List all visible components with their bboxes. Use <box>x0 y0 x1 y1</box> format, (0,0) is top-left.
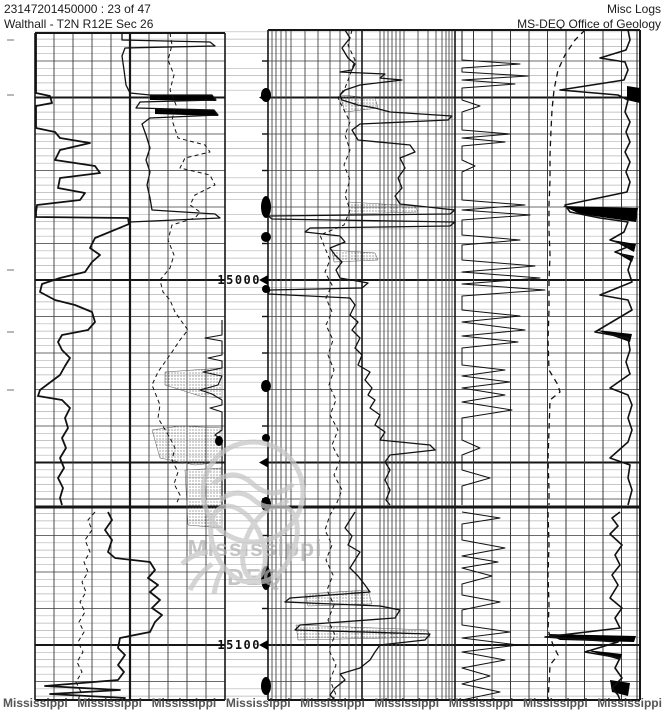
cond-black-1 <box>563 206 638 222</box>
res-stipple-3 <box>331 249 379 263</box>
shale-dashed-upper <box>151 32 216 506</box>
offscale-blob <box>261 380 271 392</box>
footer-watermark-row: Mississippi Mississippi Mississippi Miss… <box>0 696 665 714</box>
sp-curve-upper <box>35 33 130 506</box>
grid-vertical-resistivity-track <box>271 30 453 700</box>
offscale-blob <box>261 88 271 102</box>
microlog-spiky-curve-lower <box>461 511 519 701</box>
footer-watermark: Mississippi <box>597 696 662 710</box>
res-stipple-2 <box>347 201 419 215</box>
depth-label: 15000 <box>217 273 261 287</box>
offscale-blob <box>215 436 223 446</box>
footer-watermark: Mississippi <box>151 696 217 710</box>
offscale-blob <box>262 285 270 293</box>
offscale-blobs <box>215 88 271 695</box>
footer-watermark: Mississippi <box>300 696 365 710</box>
edge-curve-left-track <box>199 320 223 505</box>
microlog-spiky-curve-upper <box>461 30 546 505</box>
margin-ticks <box>7 39 14 391</box>
log-category: Misc Logs <box>606 2 661 16</box>
depth-label: 15100 <box>217 638 261 652</box>
res-stipple-1 <box>339 94 379 113</box>
grid-vertical-left-track <box>53 33 207 700</box>
footer-watermark: Mississippi <box>77 696 142 710</box>
offscale-blob <box>261 677 271 695</box>
sp-curve-lower <box>44 511 163 701</box>
resistivity-curve-lower <box>284 511 431 701</box>
grid-vertical-far-track <box>473 30 638 700</box>
left-stipple-3 <box>184 467 223 529</box>
log-curves <box>35 29 633 701</box>
footer-watermark: Mississippi <box>448 696 514 710</box>
left-stipple-1 <box>164 367 223 399</box>
depth-wedge-tick <box>259 640 268 650</box>
offscale-blob <box>262 434 270 442</box>
left-stipple-2 <box>151 425 223 466</box>
gamma-black-pennant-2 <box>155 109 218 116</box>
porosity-dashed-curve-lower <box>547 511 559 701</box>
res-stipple-4 <box>304 589 373 607</box>
header-right: Misc Logs MS-DEQ Office of Geology <box>517 2 661 32</box>
offscale-blob <box>261 566 271 590</box>
offscale-blob <box>261 497 271 511</box>
conductivity-edge-curve-lower <box>544 511 623 701</box>
agency-name: MS-DEQ Office of Geology <box>517 17 661 31</box>
footer-watermark: Mississippi <box>3 696 68 710</box>
resistivity-curve-upper <box>267 29 456 506</box>
cond-black-5 <box>547 634 636 642</box>
porosity-dashed-curve-upper <box>547 29 586 505</box>
cond-black-8 <box>627 86 640 103</box>
shale-dashed-lower <box>75 511 96 701</box>
footer-watermark: Mississippi <box>225 696 291 710</box>
depth-wedge-tick <box>259 275 268 285</box>
offscale-blob <box>261 196 271 218</box>
api-number-page-count: 23147201450000 : 23 of 47 <box>4 2 151 16</box>
depth-labels: 15000 15100 <box>217 273 261 652</box>
depth-wedge-tick <box>259 457 268 468</box>
footer-watermark: Mississippi <box>522 696 588 710</box>
offscale-blob <box>261 232 271 242</box>
gamma-black-pennant-1 <box>150 95 216 101</box>
header-left: 23147201450000 : 23 of 47 Walthall - T2N… <box>4 2 153 32</box>
resistivity-dashed <box>319 29 356 701</box>
well-location: Walthall - T2N R12E Sec 26 <box>4 17 154 31</box>
footer-watermark: Mississippi <box>374 696 440 710</box>
conductivity-edge-curve-upper <box>559 29 633 506</box>
